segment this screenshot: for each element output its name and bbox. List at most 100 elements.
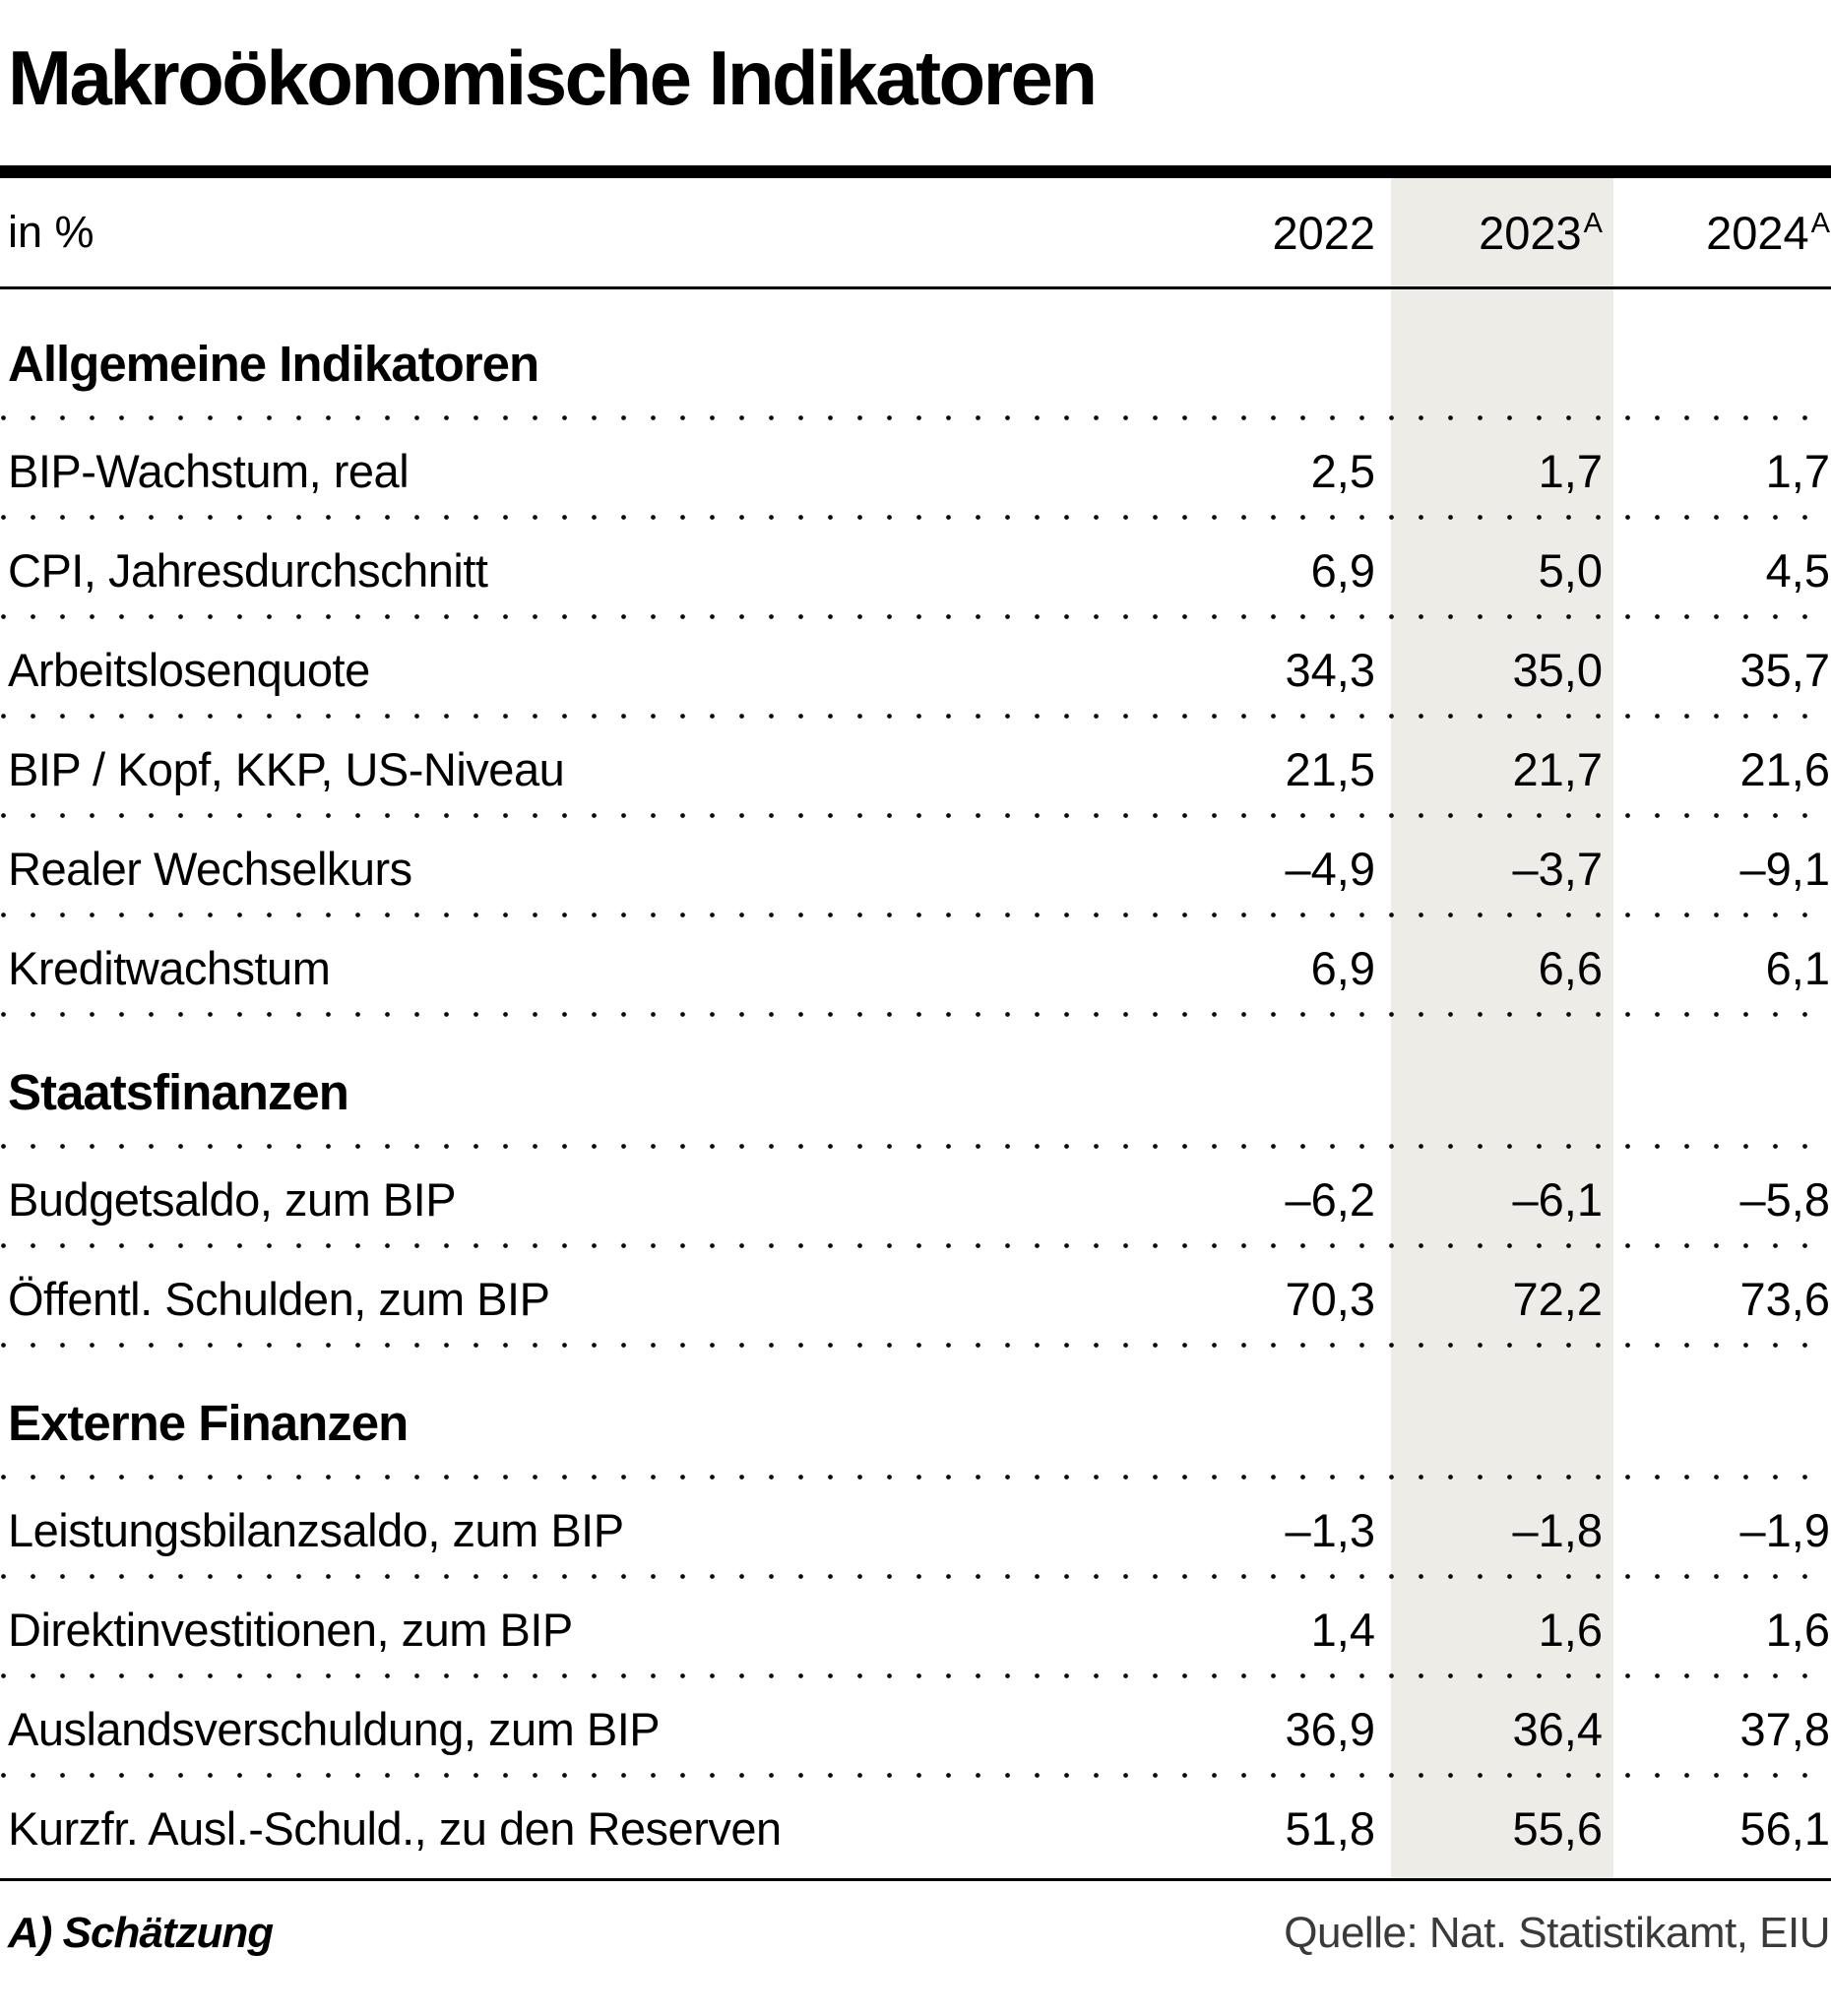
dotted-divider [0, 1573, 1831, 1580]
table-row: Kreditwachstum 6,9 6,6 6,1 [0, 918, 1831, 1018]
value-2024: 6,1 [1765, 942, 1830, 994]
dotted-divider [0, 1772, 1831, 1779]
dotted-divider [0, 1672, 1831, 1679]
value-2022: 21,5 [1285, 743, 1375, 795]
table-row: CPI, Jahresdurchschnitt 6,9 5,0 4,5 [0, 521, 1831, 620]
dotted-divider [0, 1242, 1831, 1249]
section-heading-row: Allgemeine Indikatoren [0, 289, 1831, 421]
value-2023: 5,0 [1538, 544, 1603, 597]
value-2023: –1,8 [1512, 1504, 1603, 1556]
table-row: Arbeitslosenquote 34,3 35,0 35,7 [0, 620, 1831, 720]
value-2023: 72,2 [1512, 1273, 1603, 1325]
value-2023: 6,6 [1538, 942, 1603, 994]
table-row: Auslandsverschuldung, zum BIP 36,9 36,4 37,… [0, 1679, 1831, 1779]
section-heading: Allgemeine Indikatoren [8, 335, 539, 392]
dotted-divider [0, 414, 1831, 421]
row-label: Realer Wechselkurs [8, 843, 412, 895]
value-2024: 4,5 [1765, 544, 1830, 597]
column-header-2023: 2023A [1479, 206, 1603, 259]
table-content: Makroökonomische Indikatoren in % 2022 20… [0, 34, 1831, 1958]
row-label: Öffentl. Schulden, zum BIP [8, 1273, 550, 1325]
value-2022: 6,9 [1310, 942, 1375, 994]
value-2024: 56,1 [1739, 1802, 1830, 1855]
dotted-divider [0, 613, 1831, 620]
table-header: in % 2022 2023A 2024A [8, 178, 1830, 286]
value-2022: 51,8 [1285, 1802, 1375, 1855]
value-2022: 2,5 [1310, 445, 1375, 497]
page-title: Makroökonomische Indikatoren [8, 34, 1098, 121]
highlight-column-band-2023 [1391, 178, 1613, 1881]
footnote-estimate: A) Schätzung [8, 1909, 274, 1957]
table-row: Budgetsaldo, zum BIP –6,2 –6,1 –5,8 [0, 1150, 1831, 1249]
table-row: Kurzfr. Ausl.-Schuld., zu den Reserven 51… [8, 1779, 1830, 1878]
dotted-divider [0, 1011, 1831, 1018]
table-row: Realer Wechselkurs –4,9 –3,7 –9,1 [0, 819, 1831, 918]
column-header-2022: 2022 [1272, 206, 1375, 259]
value-2023: 1,7 [1538, 445, 1603, 497]
dotted-divider [0, 1143, 1831, 1150]
row-label: Arbeitslosenquote [8, 644, 370, 696]
value-2022: 36,9 [1285, 1703, 1375, 1755]
column-header-2024: 2024A [1706, 206, 1830, 259]
value-2023: –6,1 [1512, 1173, 1603, 1226]
value-2024: 73,6 [1739, 1273, 1830, 1325]
value-2023: 35,0 [1512, 644, 1603, 696]
table-section-3: Externe Finanzen Leistungsbilanzsaldo, zu… [0, 1349, 1831, 1878]
table-section-1: Allgemeine Indikatoren BIP-Wachstum, real… [0, 289, 1831, 1018]
value-2022: –4,9 [1285, 843, 1375, 895]
row-label: BIP / Kopf, KKP, US-Niveau [8, 743, 565, 795]
row-label: Auslandsverschuldung, zum BIP [8, 1703, 661, 1755]
value-2024: –1,9 [1739, 1504, 1830, 1556]
value-2022: 34,3 [1285, 644, 1375, 696]
table-row: Leistungsbilanzsaldo, zum BIP –1,3 –1,8 –1,… [0, 1480, 1831, 1580]
value-2024: 1,7 [1765, 445, 1830, 497]
row-label: BIP-Wachstum, real [8, 445, 410, 497]
table-section-2: Staatsfinanzen Budgetsaldo, zum BIP –6,2 –6… [0, 1018, 1831, 1349]
value-2024: 35,7 [1739, 644, 1830, 696]
value-2024: 1,6 [1765, 1604, 1830, 1656]
dotted-divider [0, 514, 1831, 521]
value-2024: –5,8 [1739, 1173, 1830, 1226]
section-heading-row: Staatsfinanzen [0, 1018, 1831, 1150]
table-body: Allgemeine Indikatoren BIP-Wachstum, real… [0, 289, 1831, 1878]
source-credit: Quelle: Nat. Statistikamt, EIU [1284, 1909, 1830, 1957]
dotted-divider [0, 812, 1831, 819]
bottom-rule [0, 1878, 1831, 1881]
row-label: Kreditwachstum [8, 942, 331, 994]
table-row: BIP-Wachstum, real 2,5 1,7 1,7 [0, 421, 1831, 521]
value-2023: 55,6 [1512, 1802, 1603, 1855]
section-heading: Staatsfinanzen [8, 1063, 349, 1120]
row-label: Kurzfr. Ausl.-Schuld., zu den Reserven [8, 1802, 782, 1855]
dotted-divider [0, 1474, 1831, 1480]
value-2023: 21,7 [1512, 743, 1603, 795]
section-heading: Externe Finanzen [8, 1394, 409, 1451]
value-2024: 37,8 [1739, 1703, 1830, 1755]
value-2022: 1,4 [1310, 1604, 1375, 1656]
value-2024: –9,1 [1739, 843, 1830, 895]
value-2022: –6,2 [1285, 1173, 1375, 1226]
estimate-marker: A [1810, 207, 1830, 239]
value-2023: 36,4 [1512, 1703, 1603, 1755]
row-label: CPI, Jahresdurchschnitt [8, 544, 488, 597]
row-label: Direktinvestitionen, zum BIP [8, 1604, 573, 1656]
header-rule [0, 286, 1831, 289]
value-2023: 1,6 [1538, 1604, 1603, 1656]
unit-label: in % [8, 207, 95, 257]
title-rule [0, 165, 1831, 178]
value-2022: 70,3 [1285, 1273, 1375, 1325]
row-label: Leistungsbilanzsaldo, zum BIP [8, 1504, 624, 1556]
dotted-divider [0, 1342, 1831, 1349]
table-row: Direktinvestitionen, zum BIP 1,4 1,6 1,6 [0, 1580, 1831, 1679]
value-2022: –1,3 [1285, 1504, 1375, 1556]
value-2023: –3,7 [1512, 843, 1603, 895]
dotted-divider [0, 713, 1831, 720]
row-label: Budgetsaldo, zum BIP [8, 1173, 457, 1226]
value-2022: 6,9 [1310, 544, 1375, 597]
table-row: BIP / Kopf, KKP, US-Niveau 21,5 21,7 21,6 [0, 720, 1831, 819]
estimate-marker: A [1583, 207, 1603, 239]
value-2024: 21,6 [1739, 743, 1830, 795]
table-row: Öffentl. Schulden, zum BIP 70,3 72,2 73,6 [0, 1249, 1831, 1349]
table-footer: A) Schätzung Quelle: Nat. Statistikamt, … [8, 1909, 1830, 1958]
section-heading-row: Externe Finanzen [0, 1349, 1831, 1480]
